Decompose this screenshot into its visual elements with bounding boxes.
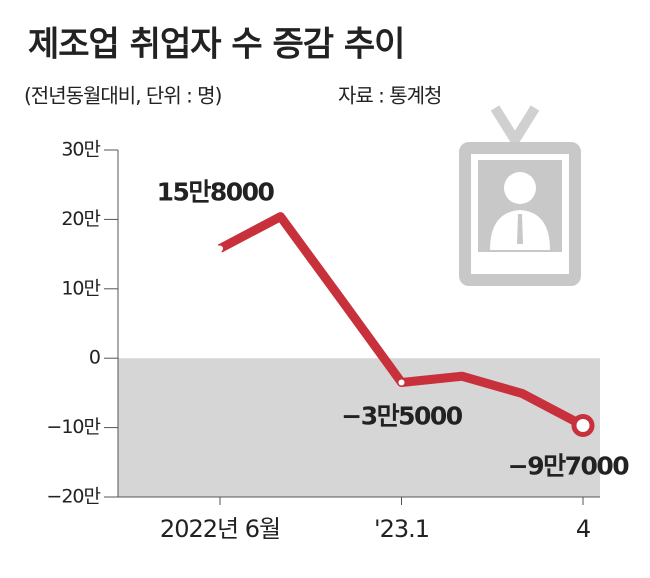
value-label: −3만5000	[341, 401, 463, 430]
point	[398, 379, 405, 386]
y-tick-label: −10만	[46, 416, 100, 438]
negative-area	[118, 358, 600, 497]
chart-subtitle: (전년동월대비, 단위 : 명)	[24, 84, 222, 108]
y-tick-label: 0	[89, 347, 100, 369]
point	[217, 245, 223, 252]
y-tick-label: 20만	[61, 208, 100, 230]
value-label: 15만8000	[157, 178, 275, 207]
x-tick-label: '23.1	[374, 515, 429, 543]
y-tick-label: 30만	[61, 139, 100, 161]
chart-title: 제조업 취업자 수 증감 추이	[28, 25, 404, 65]
value-label: −9만7000	[508, 452, 630, 481]
x-tick-label: 2022년 6월	[160, 515, 280, 543]
source: 자료 : 통계청	[338, 84, 441, 108]
y-tick-label: 10만	[61, 277, 100, 299]
y-tick-label: −20만	[46, 486, 100, 508]
badge-icon	[459, 105, 581, 286]
point	[571, 414, 595, 438]
x-tick-label: 4	[576, 515, 590, 543]
